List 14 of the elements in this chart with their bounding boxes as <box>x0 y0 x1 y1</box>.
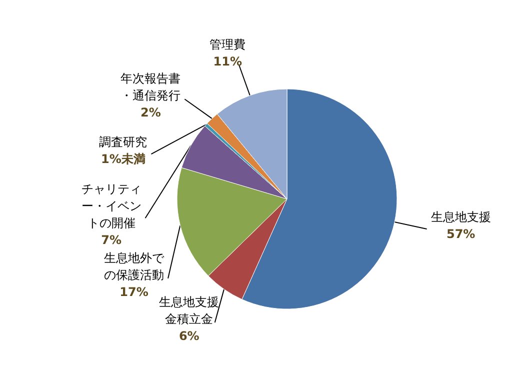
data-label: 7% <box>101 233 122 248</box>
data-label: 17% <box>120 284 148 299</box>
data-label: 6% <box>178 328 200 343</box>
slice-label: 管理費 <box>210 37 246 52</box>
data-label: 11% <box>213 54 242 68</box>
data-label: 1%未満 <box>101 152 146 166</box>
slice-label: 生息地外での保護活動 <box>104 250 166 282</box>
slice-label: 生息地支援 <box>430 210 491 224</box>
slice-label: 生息地支援金積立金 <box>159 294 220 326</box>
data-label: 2% <box>140 106 161 120</box>
slice-label: 調査研究 <box>99 135 148 150</box>
slice-label: チャリティー・イベントの開催 <box>81 182 142 230</box>
slice-label: 年次報告書・通信発行 <box>120 72 181 103</box>
data-label: 57% <box>446 226 476 241</box>
